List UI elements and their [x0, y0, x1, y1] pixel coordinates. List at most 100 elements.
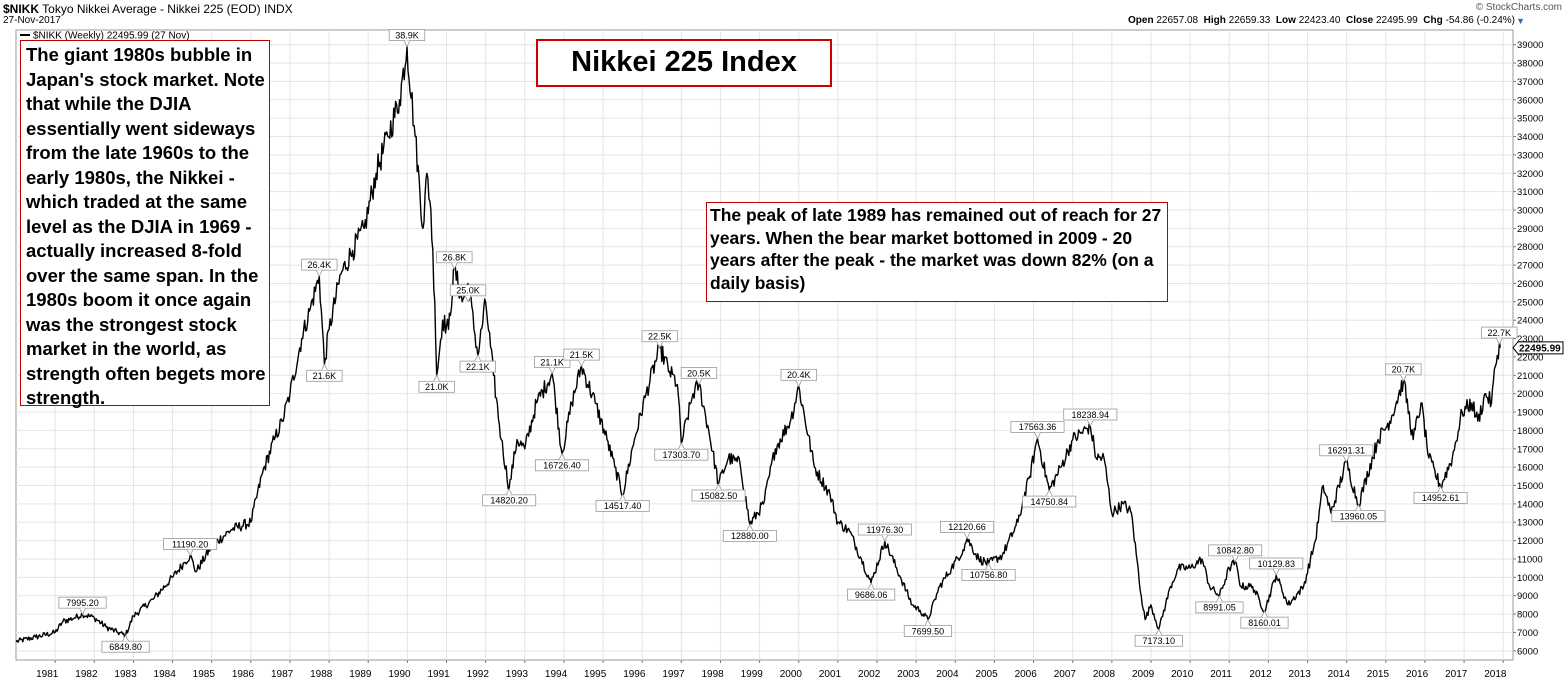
- x-tick-label: 2013: [1289, 669, 1312, 680]
- point-label-text: 13960.05: [1340, 511, 1378, 521]
- index-name: Tokyo Nikkei Average - Nikkei 225 (EOD): [42, 2, 261, 16]
- x-tick-label: 1985: [193, 669, 216, 680]
- point-label: 22.7K: [1481, 326, 1518, 345]
- x-tick-label: 2011: [1210, 669, 1232, 680]
- point-label: 7995.20: [58, 596, 107, 616]
- point-label-pointer: [715, 483, 722, 491]
- y-tick-label: 8000: [1517, 610, 1538, 621]
- point-label-pointer: [1342, 455, 1350, 463]
- point-label-text: 8160.01: [1248, 618, 1281, 628]
- x-tick-label: 1998: [701, 669, 724, 680]
- point-label: 9686.06: [847, 582, 896, 601]
- point-label-text: 11976.30: [866, 525, 903, 535]
- y-tick-label: 19000: [1517, 408, 1543, 419]
- point-label-text: 26.8K: [443, 253, 467, 263]
- point-label-text: 20.4K: [787, 370, 811, 380]
- x-tick-label: 2008: [1093, 669, 1116, 680]
- point-label-pointer: [79, 607, 86, 616]
- x-tick-label: 2009: [1132, 669, 1155, 680]
- point-label: 17303.70: [654, 442, 709, 461]
- point-label: 26.4K: [301, 258, 338, 278]
- point-label-pointer: [924, 618, 932, 626]
- chevron-down-icon[interactable]: ▼: [1516, 16, 1525, 26]
- point-label-text: 20.5K: [687, 368, 711, 378]
- y-tick-label: 25000: [1517, 297, 1543, 308]
- point-label-pointer: [558, 452, 566, 460]
- point-label-text: 10756.80: [970, 570, 1008, 580]
- point-label: 14820.20: [482, 487, 537, 507]
- annotation-bubble: The giant 1980s bubble in Japan's stock …: [20, 40, 270, 408]
- point-label-pointer: [795, 380, 803, 388]
- point-label: 17563.36: [1010, 421, 1065, 440]
- x-tick-label: 1983: [114, 669, 137, 680]
- point-label: 16291.31: [1319, 444, 1374, 463]
- point-label: 11976.30: [857, 523, 912, 542]
- chg-label: Chg: [1423, 15, 1443, 26]
- y-tick-label: 17000: [1517, 444, 1543, 455]
- point-label-text: 38.9K: [395, 30, 419, 40]
- point-label-text: 10842.80: [1216, 546, 1254, 556]
- y-tick-label: 14000: [1517, 499, 1543, 510]
- point-label-pointer: [403, 40, 411, 48]
- x-tick-label: 1989: [349, 669, 372, 680]
- point-label-pointer: [1437, 485, 1444, 493]
- point-label: 10129.83: [1249, 557, 1304, 576]
- y-tick-label: 15000: [1517, 481, 1543, 492]
- point-label-pointer: [1272, 568, 1280, 576]
- point-label: 21.0K: [418, 374, 455, 393]
- close-label: Close: [1345, 15, 1374, 26]
- x-tick-label: 1982: [75, 669, 98, 680]
- point-label-pointer: [1400, 374, 1407, 382]
- y-tick-label: 39000: [1517, 40, 1543, 51]
- x-tick-label: 1997: [662, 669, 685, 680]
- point-label: 11190.20: [163, 538, 218, 557]
- annotation-peak: The peak of late 1989 has remained out o…: [706, 202, 1168, 302]
- x-tick-label: 1981: [36, 669, 59, 680]
- point-label: 14750.84: [1022, 489, 1077, 508]
- y-tick-label: 38000: [1517, 59, 1543, 70]
- x-tick-label: 1986: [232, 669, 255, 680]
- point-label-text: 16726.40: [543, 461, 581, 471]
- point-label-pointer: [315, 269, 323, 278]
- y-tick-label: 20000: [1517, 389, 1543, 400]
- high-value: 22659.33: [1228, 15, 1271, 26]
- legend: $NIKK (Weekly) 22495.99 (27 Nov): [20, 31, 190, 42]
- y-tick-label: 36000: [1517, 95, 1543, 106]
- point-label: 21.6K: [306, 363, 343, 382]
- exchange: INDX: [264, 2, 293, 16]
- point-label: 20.4K: [780, 368, 817, 388]
- high-label: High: [1203, 15, 1226, 26]
- point-label-text: 17303.70: [663, 450, 701, 460]
- point-label: 20.7K: [1385, 363, 1422, 382]
- point-label-pointer: [186, 549, 194, 557]
- y-axis: 6000 7000 8000 9000 10000 11000 12000 13000 1400…: [1513, 40, 1543, 657]
- low-label: Low: [1275, 15, 1296, 26]
- y-tick-label: 30000: [1517, 206, 1543, 217]
- point-label-pointer: [1355, 503, 1362, 511]
- point-label-text: 17563.36: [1019, 422, 1057, 432]
- point-label-pointer: [1034, 432, 1041, 440]
- y-tick-label: 21000: [1517, 371, 1543, 382]
- y-tick-label: 34000: [1517, 132, 1543, 143]
- point-label-pointer: [656, 341, 664, 349]
- point-label: 10756.80: [961, 562, 1016, 581]
- point-label-text: 11190.20: [172, 539, 208, 549]
- x-tick-label: 1992: [467, 669, 490, 680]
- point-label: 10842.80: [1208, 544, 1263, 563]
- x-tick-label: 2017: [1445, 669, 1468, 680]
- point-label-pointer: [746, 523, 754, 531]
- x-tick-label: 2006: [1015, 669, 1038, 680]
- x-tick-label: 2002: [858, 669, 881, 680]
- point-label-pointer: [1216, 594, 1223, 603]
- point-label-pointer: [122, 634, 129, 642]
- point-label-text: 25.0K: [456, 286, 480, 296]
- x-tick-label: 2018: [1484, 669, 1507, 680]
- point-label-pointer: [985, 562, 992, 570]
- y-tick-label: 13000: [1517, 518, 1543, 529]
- point-labels: 7995.20 6849.80 11190.20 26.4K 21.6K 38.9K 21.…: [58, 29, 1518, 653]
- point-label-text: 21.5K: [570, 350, 594, 360]
- last-price-marker: 22495.99: [1512, 341, 1564, 355]
- x-tick-label: 2012: [1249, 669, 1272, 680]
- x-tick-label: 2010: [1171, 669, 1194, 680]
- point-label: 38.9K: [388, 29, 426, 48]
